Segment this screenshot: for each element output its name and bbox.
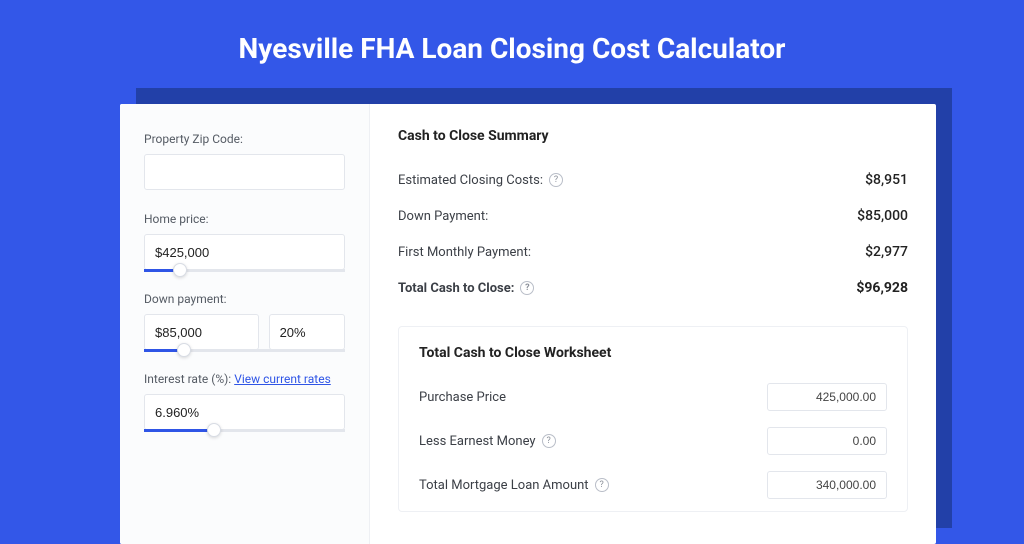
summary-row-label: Estimated Closing Costs: xyxy=(398,173,543,188)
zip-field: Property Zip Code: xyxy=(144,132,345,190)
worksheet-row-input[interactable] xyxy=(767,471,887,499)
worksheet-card: Total Cash to Close Worksheet Purchase P… xyxy=(398,326,908,512)
interest-rate-field: Interest rate (%): View current rates xyxy=(144,372,345,430)
help-icon[interactable]: ? xyxy=(542,434,556,448)
interest-rate-input[interactable] xyxy=(144,394,345,430)
worksheet-row: Purchase Price xyxy=(419,375,887,419)
worksheet-row: Total Mortgage Loan Amount ? xyxy=(419,463,887,507)
summary-total-value: $96,928 xyxy=(856,280,908,296)
down-payment-percent-input[interactable] xyxy=(269,314,345,350)
worksheet-row-label: Purchase Price xyxy=(419,390,506,405)
summary-total-label: Total Cash to Close: xyxy=(398,281,514,296)
down-payment-field: Down payment: xyxy=(144,292,345,350)
summary-total-row: Total Cash to Close: ? $96,928 xyxy=(398,270,908,306)
down-payment-label: Down payment: xyxy=(144,292,345,306)
home-price-field: Home price: xyxy=(144,212,345,270)
worksheet-row-input[interactable] xyxy=(767,427,887,455)
help-icon[interactable]: ? xyxy=(549,173,563,187)
zip-input[interactable] xyxy=(144,154,345,190)
home-price-label: Home price: xyxy=(144,212,345,226)
summary-title: Cash to Close Summary xyxy=(398,128,908,144)
help-icon[interactable]: ? xyxy=(595,478,609,492)
summary-row: Down Payment: $85,000 xyxy=(398,198,908,234)
summary-row-value: $2,977 xyxy=(865,244,908,260)
view-rates-link[interactable]: View current rates xyxy=(234,372,331,386)
inputs-panel: Property Zip Code: Home price: Down paym… xyxy=(120,104,370,544)
interest-rate-label: Interest rate (%): View current rates xyxy=(144,372,345,386)
summary-row-value: $8,951 xyxy=(865,172,908,188)
summary-row-label: First Monthly Payment: xyxy=(398,245,531,260)
help-icon[interactable]: ? xyxy=(520,281,534,295)
worksheet-row-input[interactable] xyxy=(767,383,887,411)
summary-row: First Monthly Payment: $2,977 xyxy=(398,234,908,270)
worksheet-row: Less Earnest Money ? xyxy=(419,419,887,463)
down-payment-amount-input[interactable] xyxy=(144,314,259,350)
page-title: Nyesville FHA Loan Closing Cost Calculat… xyxy=(0,0,1024,89)
summary-row-label: Down Payment: xyxy=(398,209,488,224)
worksheet-row-label: Total Mortgage Loan Amount xyxy=(419,478,589,493)
results-panel: Cash to Close Summary Estimated Closing … xyxy=(370,104,936,544)
summary-row-value: $85,000 xyxy=(857,208,908,224)
summary-row: Estimated Closing Costs: ? $8,951 xyxy=(398,162,908,198)
worksheet-row-label: Less Earnest Money xyxy=(419,434,536,449)
calculator-card: Property Zip Code: Home price: Down paym… xyxy=(120,104,936,544)
worksheet-title: Total Cash to Close Worksheet xyxy=(419,345,887,361)
zip-label: Property Zip Code: xyxy=(144,132,345,146)
